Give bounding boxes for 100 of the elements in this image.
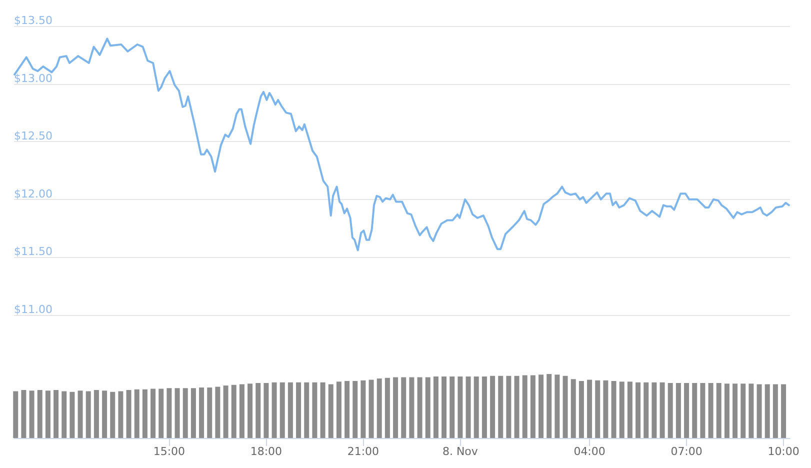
- x-tick-label: 18:00: [250, 445, 282, 458]
- bar: [764, 384, 770, 438]
- bar: [554, 374, 560, 438]
- bar: [442, 376, 447, 438]
- bar: [134, 389, 140, 438]
- bar: [344, 381, 350, 438]
- bar: [619, 382, 624, 438]
- bar: [70, 392, 75, 438]
- bar: [272, 382, 277, 438]
- bar: [264, 382, 269, 438]
- bar: [756, 384, 762, 438]
- bar: [595, 380, 600, 438]
- bar: [352, 381, 358, 438]
- bar: [732, 384, 738, 438]
- bar: [393, 377, 398, 438]
- bar: [636, 382, 641, 438]
- bar: [336, 382, 342, 438]
- x-tick-label: 21:00: [347, 445, 380, 458]
- bar: [376, 378, 382, 438]
- bar: [458, 376, 463, 438]
- x-tick-label: 10:00: [768, 445, 800, 458]
- bar: [102, 390, 108, 438]
- x-tick-label: 07:00: [670, 445, 702, 458]
- bar: [570, 379, 576, 438]
- bar: [409, 377, 414, 438]
- bar: [748, 384, 754, 438]
- bar: [514, 376, 520, 438]
- bar: [522, 375, 528, 438]
- bar: [772, 384, 778, 438]
- bar: [296, 382, 302, 438]
- bar: [54, 390, 59, 438]
- bar: [692, 382, 698, 438]
- bar: [304, 382, 310, 438]
- bar: [182, 388, 188, 438]
- bar: [433, 376, 438, 438]
- bar: [603, 380, 608, 438]
- bar: [716, 382, 722, 438]
- bar: [94, 390, 99, 438]
- bar: [62, 391, 67, 438]
- bar: [239, 384, 244, 438]
- y-tick-label: $13.00: [14, 72, 52, 85]
- bar: [29, 390, 34, 438]
- y-tick-label: $12.00: [14, 187, 52, 200]
- bar: [110, 392, 116, 438]
- bar: [644, 382, 649, 438]
- bar: [506, 376, 512, 438]
- bar: [384, 378, 390, 438]
- bar: [142, 389, 148, 438]
- bar: [450, 376, 455, 438]
- bar: [466, 376, 471, 438]
- bar: [627, 382, 632, 438]
- bar: [676, 382, 681, 438]
- bar: [328, 384, 334, 438]
- bar: [118, 391, 124, 438]
- bar: [482, 376, 487, 438]
- bar: [417, 377, 422, 438]
- bar: [611, 381, 616, 438]
- bar: [207, 387, 212, 438]
- bar: [13, 391, 18, 438]
- bar: [215, 386, 220, 438]
- bar: [21, 390, 26, 438]
- bar: [578, 381, 584, 438]
- bar: [256, 382, 261, 438]
- y-tick-label: $11.50: [14, 245, 52, 258]
- bar: [530, 375, 536, 438]
- bar: [158, 388, 164, 438]
- bar: [312, 382, 318, 438]
- bar: [223, 386, 228, 438]
- bar: [652, 382, 657, 438]
- bar: [174, 388, 180, 438]
- bar: [280, 382, 285, 438]
- y-tick-label: $13.50: [14, 14, 52, 27]
- bar: [368, 380, 374, 438]
- bar: [546, 374, 552, 438]
- bar: [248, 384, 253, 438]
- x-tick-label: 8. Nov: [442, 445, 478, 458]
- bar: [708, 382, 714, 438]
- bar: [587, 380, 592, 438]
- bar: [150, 388, 156, 438]
- bar: [425, 377, 430, 438]
- bar: [199, 387, 204, 438]
- bar: [724, 384, 730, 438]
- bar: [490, 376, 496, 438]
- bar: [668, 382, 673, 438]
- bar: [498, 376, 504, 438]
- bar: [401, 377, 406, 438]
- bar: [288, 382, 293, 438]
- bar: [78, 390, 83, 438]
- bar: [740, 384, 746, 438]
- bar: [190, 388, 196, 438]
- bar: [231, 384, 236, 438]
- bar: [126, 390, 132, 438]
- bar: [700, 382, 706, 438]
- bar: [166, 388, 172, 438]
- bar: [474, 376, 479, 438]
- bar: [360, 380, 366, 438]
- y-tick-label: $11.00: [14, 303, 52, 316]
- bar: [320, 382, 326, 438]
- y-tick-label: $12.50: [14, 130, 52, 143]
- bar: [538, 374, 544, 438]
